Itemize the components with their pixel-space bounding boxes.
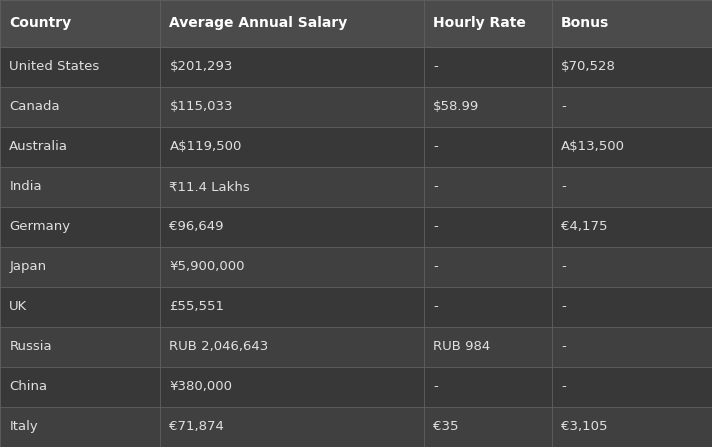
Text: -: - <box>433 220 438 233</box>
Bar <box>0 47 712 87</box>
Text: Russia: Russia <box>9 341 52 354</box>
Bar <box>0 87 712 127</box>
Bar <box>0 0 712 47</box>
Text: -: - <box>561 380 566 393</box>
Text: €96,649: €96,649 <box>169 220 224 233</box>
Text: China: China <box>9 380 48 393</box>
Text: €4,175: €4,175 <box>561 220 607 233</box>
Text: UK: UK <box>9 300 28 313</box>
Text: Average Annual Salary: Average Annual Salary <box>169 17 347 30</box>
Bar <box>0 207 712 247</box>
Text: ₹11.4 Lakhs: ₹11.4 Lakhs <box>169 181 250 194</box>
Text: $70,528: $70,528 <box>561 60 616 73</box>
Text: RUB 984: RUB 984 <box>433 341 490 354</box>
Bar <box>0 167 712 207</box>
Text: €3,105: €3,105 <box>561 421 607 434</box>
Text: Hourly Rate: Hourly Rate <box>433 17 525 30</box>
Text: -: - <box>561 341 566 354</box>
Text: A$13,500: A$13,500 <box>561 140 625 153</box>
Bar <box>0 327 712 367</box>
Text: -: - <box>561 181 566 194</box>
Text: $58.99: $58.99 <box>433 101 479 114</box>
Text: Japan: Japan <box>9 261 46 274</box>
Text: Australia: Australia <box>9 140 68 153</box>
Text: €71,874: €71,874 <box>169 421 224 434</box>
Text: Germany: Germany <box>9 220 70 233</box>
Text: -: - <box>433 300 438 313</box>
Text: India: India <box>9 181 42 194</box>
Text: United States: United States <box>9 60 100 73</box>
Text: -: - <box>433 380 438 393</box>
Text: Italy: Italy <box>9 421 38 434</box>
Text: $115,033: $115,033 <box>169 101 233 114</box>
Bar <box>0 367 712 407</box>
Text: -: - <box>561 300 566 313</box>
Text: ¥5,900,000: ¥5,900,000 <box>169 261 245 274</box>
Text: Country: Country <box>9 17 71 30</box>
Text: -: - <box>433 140 438 153</box>
Text: $201,293: $201,293 <box>169 60 233 73</box>
Text: €35: €35 <box>433 421 459 434</box>
Text: -: - <box>561 261 566 274</box>
Text: Canada: Canada <box>9 101 60 114</box>
Text: -: - <box>433 60 438 73</box>
Text: £55,551: £55,551 <box>169 300 224 313</box>
Bar <box>0 287 712 327</box>
Text: -: - <box>433 181 438 194</box>
Text: -: - <box>561 101 566 114</box>
Bar <box>0 127 712 167</box>
Text: Bonus: Bonus <box>561 17 609 30</box>
Text: -: - <box>433 261 438 274</box>
Text: A$119,500: A$119,500 <box>169 140 242 153</box>
Bar <box>0 407 712 447</box>
Text: ¥380,000: ¥380,000 <box>169 380 232 393</box>
Text: RUB 2,046,643: RUB 2,046,643 <box>169 341 268 354</box>
Bar <box>0 247 712 287</box>
